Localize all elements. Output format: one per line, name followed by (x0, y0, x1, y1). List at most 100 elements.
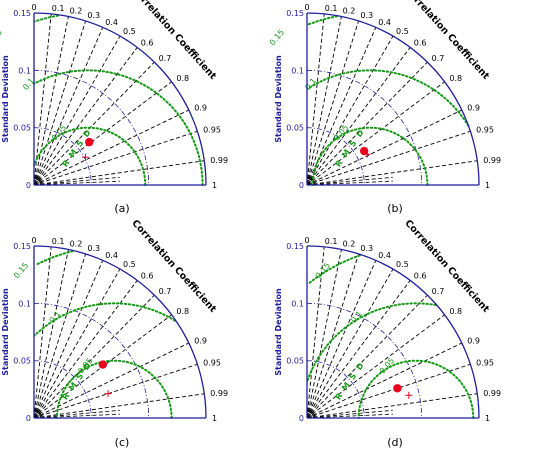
y-axis-title: Standard Deviation (1, 288, 10, 376)
correlation-ray (33, 268, 121, 419)
correlation-ray (33, 342, 189, 419)
std-arc (306, 360, 365, 419)
y-axis-title: Standard Deviation (274, 288, 283, 376)
correlation-tick-label: 0.2 (70, 240, 83, 249)
rmsd-arc (33, 126, 147, 186)
correlation-tick-label: 0.99 (210, 389, 228, 398)
rmsd-arc (55, 359, 173, 419)
rmsd-arc (307, 15, 339, 26)
correlation-ray (306, 160, 478, 186)
correlation-tick-label: 0 (304, 3, 309, 12)
std-tick-label: 0.05 (286, 357, 304, 366)
correlation-tick-label: 0.4 (105, 18, 118, 27)
correlation-ray (306, 20, 360, 186)
correlation-axis-title: Correlation Coefficient (129, 218, 218, 315)
correlation-tick-label: 0.3 (360, 11, 373, 20)
correlation-ray (33, 280, 138, 419)
rmsd-axis-letter: D (81, 361, 92, 372)
correlation-ray (306, 35, 394, 186)
correlation-ray (33, 260, 104, 419)
origin-arc (306, 409, 316, 419)
correlation-ray (33, 27, 104, 186)
rmsd-axis-letter: D (354, 361, 365, 372)
correlation-tick-label: 0.4 (105, 251, 118, 260)
correlation-tick-label: 0.6 (141, 272, 154, 281)
model-point (393, 384, 402, 393)
rmsd-arc (33, 69, 204, 186)
correlation-tick-label: 0.99 (483, 389, 501, 398)
rmsd-arc (357, 359, 475, 419)
std-tick-label: 0.05 (13, 124, 31, 133)
correlation-tick-label: 0.5 (396, 260, 409, 269)
std-tick-label: 0.05 (13, 357, 31, 366)
correlation-tick-label: 0.7 (159, 54, 172, 63)
correlation-tick-label: 0.1 (325, 237, 338, 246)
model-point (98, 360, 108, 369)
rmsd-arc (33, 302, 176, 337)
y-axis-title: Standard Deviation (1, 55, 10, 143)
rmsd-axis-letter: S (75, 138, 86, 148)
correlation-tick-label: 0.8 (449, 307, 462, 316)
correlation-tick-label: 0.8 (176, 307, 189, 316)
correlation-tick-label: 0.3 (87, 244, 100, 253)
correlation-tick-label: 0.99 (210, 156, 228, 165)
outer-arc (33, 12, 207, 186)
correlation-tick-label: 0.95 (203, 358, 221, 367)
correlation-ray (306, 363, 471, 419)
rmsd-arc (306, 302, 437, 382)
correlation-tick-label: 0 (31, 236, 36, 245)
std-tick-label: 0.15 (286, 9, 304, 18)
correlation-tick-label: 0.4 (378, 18, 391, 27)
std-arc (306, 69, 423, 186)
rmsd-axis-letter: R (60, 391, 71, 401)
std-arc (33, 360, 92, 419)
std-arc (306, 302, 423, 419)
rmsd-arc (311, 126, 429, 186)
correlation-tick-label: 0.2 (343, 7, 356, 16)
std-tick-label: 0 (26, 181, 31, 190)
correlation-ray (306, 393, 478, 419)
rmsd-axis-letter: S (75, 371, 86, 381)
correlation-tick-label: 0.5 (396, 27, 409, 36)
rmsd-axis-letter: S (348, 371, 359, 381)
origin-arc (306, 176, 316, 186)
correlation-tick-label: 0.99 (483, 156, 501, 165)
correlation-tick-label: 0.7 (159, 287, 172, 296)
rmsd-arc (306, 69, 470, 127)
correlation-tick-label: 0.9 (467, 336, 480, 345)
std-arc (33, 69, 150, 186)
rmsd-axis-letter: M (67, 148, 79, 160)
correlation-tick-label: 0.5 (123, 27, 136, 36)
panel-caption: (a) (114, 202, 129, 215)
correlation-axis-title: Correlation Coefficient (402, 218, 491, 315)
correlation-ray (33, 363, 198, 419)
correlation-ray (33, 249, 69, 419)
correlation-tick-label: 0.9 (467, 103, 480, 112)
correlation-ray (306, 260, 377, 419)
origin-arc (33, 409, 43, 419)
panel-caption: (d) (387, 436, 403, 449)
correlation-ray (306, 176, 393, 186)
rmsd-axis-letter: R (333, 158, 344, 168)
correlation-ray (306, 249, 342, 419)
correlation-tick-label: 0.9 (194, 103, 207, 112)
correlation-tick-label: 0.5 (123, 260, 136, 269)
correlation-tick-label: 1 (485, 181, 490, 190)
correlation-tick-label: 0.95 (476, 358, 494, 367)
std-tick-label: 0.15 (13, 9, 31, 18)
std-tick-label: 0.1 (291, 66, 304, 75)
model-point (359, 146, 369, 156)
correlation-tick-label: 0.2 (343, 240, 356, 249)
correlation-tick-label: 0.9 (194, 336, 207, 345)
model-point (85, 137, 94, 147)
correlation-tick-label: 0.1 (325, 4, 338, 13)
correlation-tick-label: 0.1 (52, 4, 65, 13)
rmsd-axis-letter: R (60, 158, 71, 168)
correlation-tick-label: 0.8 (176, 74, 189, 83)
std-tick-label: 0 (26, 414, 31, 423)
std-tick-label: 0.1 (291, 299, 304, 308)
rmsd-axis-letter: M (67, 381, 79, 393)
correlation-ray (33, 160, 205, 186)
